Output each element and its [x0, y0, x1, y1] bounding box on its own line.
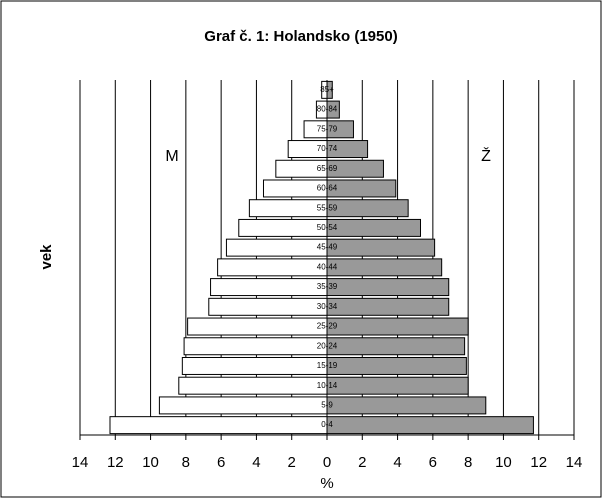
bar [326, 297, 450, 316]
category-label: 25-29 [317, 322, 338, 331]
category-label: 10-14 [317, 381, 338, 390]
category-label: 65-69 [317, 164, 338, 173]
bar [181, 356, 328, 375]
bar [248, 199, 328, 218]
category-label: 20-24 [317, 341, 338, 350]
bar [326, 278, 450, 297]
x-tick-label: 6 [429, 454, 437, 471]
category-label: 15-19 [317, 361, 338, 370]
x-tick-label: 14 [72, 454, 89, 471]
x-axis-label: % [320, 475, 333, 492]
x-tick-label: 4 [252, 454, 260, 471]
category-label: 75-79 [317, 124, 338, 133]
bar [326, 337, 466, 356]
bar [208, 297, 328, 316]
y-axis-label: vek [38, 244, 55, 270]
bar [326, 376, 469, 395]
category-label: 40-44 [317, 262, 338, 271]
category-label: 35-39 [317, 282, 338, 291]
category-label: 85+ [320, 85, 334, 94]
category-label: 55-59 [317, 203, 338, 212]
x-tick-label: 0 [323, 454, 331, 471]
bar [210, 278, 328, 297]
bar [109, 416, 328, 435]
x-tick-label: 10 [495, 454, 512, 471]
category-label: 45-49 [317, 243, 338, 252]
chart-title: Graf č. 1: Holandsko (1950) [204, 28, 397, 45]
category-label: 60-64 [317, 184, 338, 193]
category-label: 5-9 [321, 401, 333, 410]
x-tick-label: 8 [464, 454, 472, 471]
bar [326, 199, 409, 218]
x-tick-label: 6 [217, 454, 225, 471]
category-label: 50-54 [317, 223, 338, 232]
bar [178, 376, 328, 395]
bar [326, 258, 443, 277]
category-label: 70-74 [317, 144, 338, 153]
bar [217, 258, 328, 277]
bar [326, 317, 469, 336]
bar [158, 396, 328, 415]
x-tick-label: 12 [530, 454, 547, 471]
bar [326, 396, 487, 415]
bar [187, 317, 328, 336]
x-tick-label: 12 [107, 454, 124, 471]
x-tick-label: 8 [182, 454, 190, 471]
bar [326, 238, 436, 257]
bar [238, 218, 328, 237]
x-tick-label: 14 [566, 454, 583, 471]
bar [183, 337, 328, 356]
bar [326, 179, 397, 198]
bar [225, 238, 328, 257]
bar [326, 356, 467, 375]
x-tick-label: 2 [358, 454, 366, 471]
x-tick-label: 10 [142, 454, 159, 471]
x-tick-label: 2 [288, 454, 296, 471]
category-label: 30-34 [317, 302, 338, 311]
bar [326, 218, 422, 237]
category-label: 80-84 [317, 105, 338, 114]
x-tick-label: 4 [393, 454, 401, 471]
legend-label: M [165, 148, 178, 165]
legend-label: Ž [481, 146, 491, 165]
category-label: 0-4 [321, 420, 333, 429]
bar [326, 416, 534, 435]
